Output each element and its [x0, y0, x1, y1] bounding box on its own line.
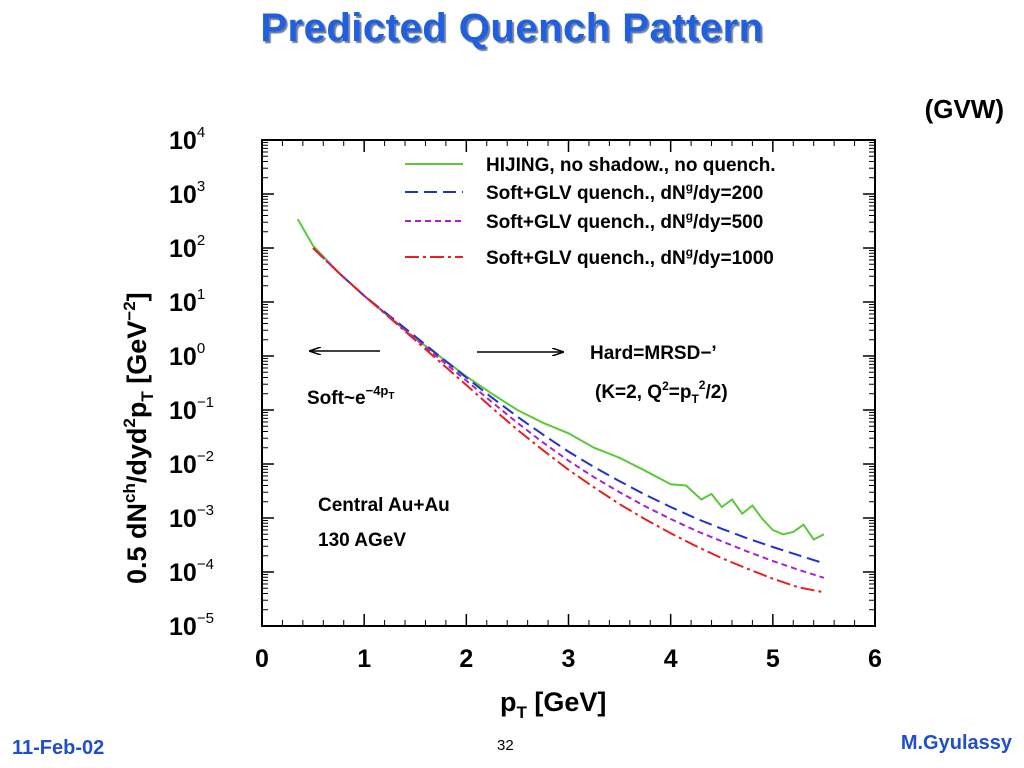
y-tick-label: 10−2 [169, 448, 214, 479]
ticks-layer [261, 139, 876, 627]
x-tick-label: 2 [459, 645, 473, 673]
y-tick-label: 103 [169, 178, 205, 209]
footer-date: 11-Feb-02 [12, 737, 105, 759]
system-label-line1: Central Au+Au [318, 495, 450, 516]
x-tick-label: 6 [868, 645, 882, 673]
annotations: Hard=MRSD−’ (K=2, Q2=pT2/2) Soft~e−4pT C… [307, 343, 728, 551]
y-tick-label: 100 [169, 340, 205, 371]
system-label-line2: 130 AGeV [318, 530, 406, 551]
y-tick-label: 104 [169, 124, 205, 155]
series-line-1 [312, 247, 825, 565]
slide-title: Predicted Quench Pattern [260, 6, 764, 50]
y-tick-label: 102 [169, 232, 205, 263]
y-axis-title: 0.5 dNch/dyd2pT [GeV−2] [120, 292, 157, 584]
y-tick-label: 10−3 [169, 502, 214, 533]
legend-label-hijing: HIJING, no shadow., no quench. [486, 155, 776, 176]
series-layer [296, 218, 825, 594]
legend-label-glv200: Soft+GLV quench., dNg/dy=200 [486, 180, 763, 204]
x-tick-label: 5 [766, 645, 780, 673]
series-line-3 [312, 247, 825, 594]
x-axis-title: pT [GeV] [500, 687, 606, 722]
x-tick-label: 0 [255, 645, 269, 673]
source-tag: (GVW) [924, 94, 1004, 124]
y-tick-label: 10−1 [169, 394, 214, 425]
k-factor-label: (K=2, Q2=pT2/2) [595, 378, 728, 406]
y-tick-label: 10−4 [169, 556, 214, 587]
hard-label: Hard=MRSD−’ [590, 343, 717, 364]
footer-author: M.Gyulassy [900, 732, 1012, 754]
x-tick-label: 4 [664, 645, 678, 673]
legend: HIJING, no shadow., no quench. Soft+GLV … [405, 155, 776, 269]
series-line-2 [312, 247, 825, 579]
legend-label-glv500: Soft+GLV quench., dNg/dy=500 [486, 209, 763, 233]
labels-layer: 0 1 2 3 4 5 6 104 103 102 101 100 10−1 10−2 10−3 10−4 10… [169, 124, 882, 673]
y-tick-label: 10−5 [169, 610, 214, 641]
x-tick-label: 1 [357, 645, 371, 673]
page-number: 32 [497, 737, 514, 754]
x-tick-label: 3 [562, 645, 576, 673]
soft-label: Soft~e−4pT [307, 383, 394, 409]
legend-label-glv1000: Soft+GLV quench., dNg/dy=1000 [486, 245, 774, 269]
y-tick-label: 101 [169, 286, 205, 317]
